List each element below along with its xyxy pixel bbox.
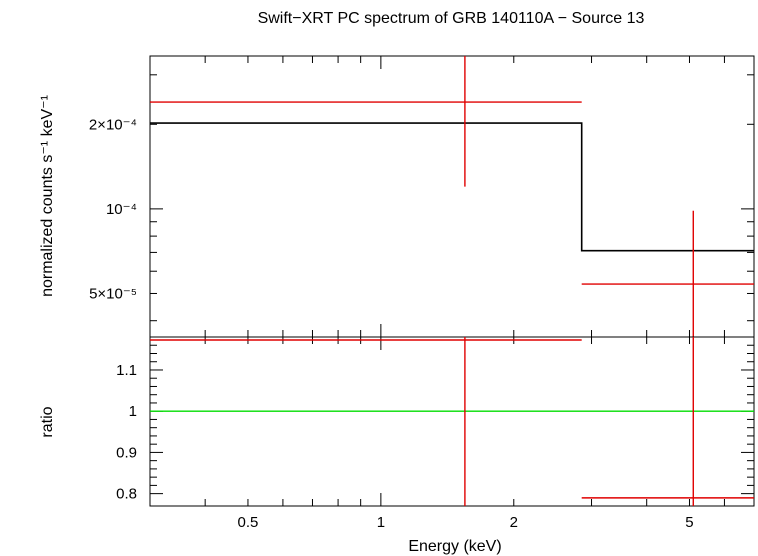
top-panel: 5×10⁻⁵ 10⁻⁴ 2×10⁻⁴ normalized counts s⁻¹ k… [39, 55, 755, 338]
x-tick-label: 0.5 [238, 514, 259, 531]
bottom-panel: 0.8 0.9 1 1.1 0.5 1 2 5 ratio Energy (keV) [39, 336, 755, 555]
y-tick-label: 5×10⁻⁵ [89, 285, 137, 302]
top-plot-frame [149, 55, 755, 338]
top-tick-marks [149, 56, 755, 337]
y-tick-label: 0.8 [116, 486, 137, 503]
y-tick-label: 10⁻⁴ [106, 201, 137, 218]
y-tick-label: 1.1 [116, 362, 137, 379]
y-tick-label: 1 [129, 403, 137, 420]
x-tick-label: 2 [510, 514, 518, 531]
bottom-y-axis-label: ratio [39, 406, 56, 437]
bottom-plot-frame [149, 336, 755, 507]
top-y-tick-labels: 5×10⁻⁵ 10⁻⁴ 2×10⁻⁴ [89, 116, 137, 302]
bottom-y-tick-labels: 0.8 0.9 1 1.1 [116, 362, 137, 503]
chart-title: Swift−XRT PC spectrum of GRB 140110A − S… [258, 10, 645, 27]
model-step-line [150, 122, 754, 252]
top-y-axis-label: normalized counts s⁻¹ keV⁻¹ [39, 95, 56, 297]
x-tick-labels: 0.5 1 2 5 [238, 514, 694, 531]
x-tick-label: 1 [377, 514, 385, 531]
x-tick-label: 5 [685, 514, 693, 531]
y-tick-label: 2×10⁻⁴ [89, 116, 137, 133]
ratio-error-bars [150, 337, 754, 506]
data-error-bars [150, 56, 754, 337]
model-step [150, 122, 754, 252]
y-tick-label: 0.9 [116, 444, 137, 461]
x-axis-label: Energy (keV) [408, 538, 501, 555]
bottom-tick-marks [149, 337, 755, 506]
